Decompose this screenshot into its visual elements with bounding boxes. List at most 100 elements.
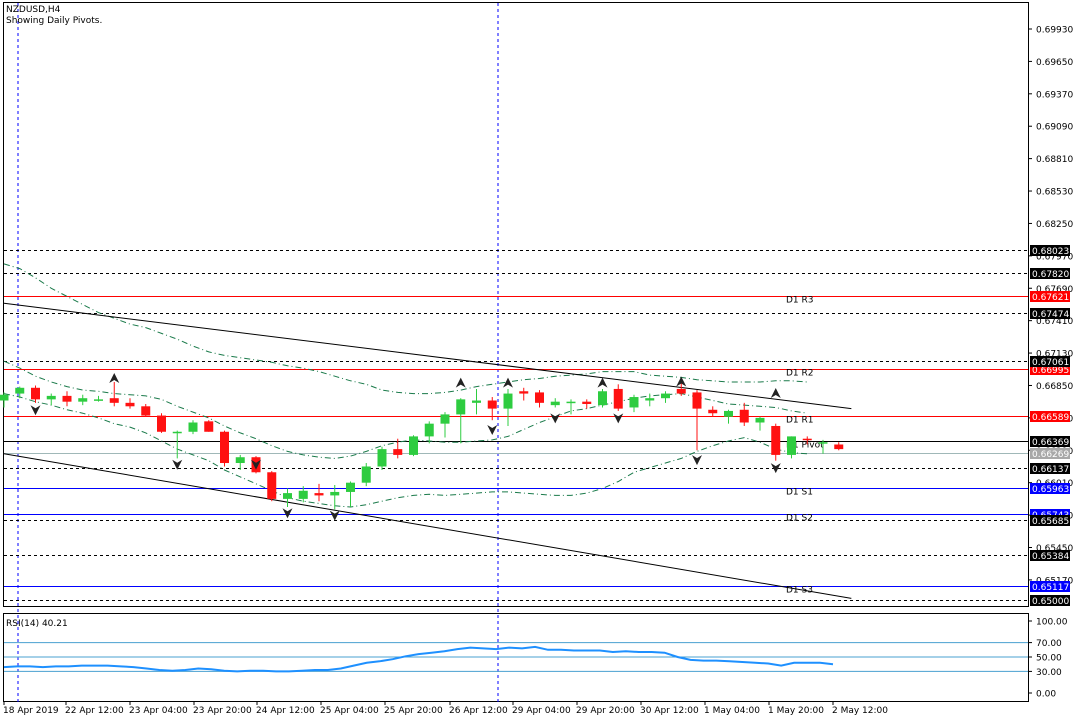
- bull-candle: [188, 422, 198, 432]
- level-price-tag-bg: [1030, 308, 1070, 319]
- bull-candle: [361, 466, 371, 483]
- bear-candle: [267, 472, 277, 499]
- bull-candle: [46, 395, 56, 400]
- indicator-caption: Showing Daily Pivots.: [6, 16, 102, 26]
- level-price-tag-bg: [1030, 581, 1070, 592]
- price-tick-label: 0.66850: [1036, 382, 1073, 392]
- level-price-tag-bg: [1030, 356, 1070, 367]
- time-tick-label: 1 May 04:00: [704, 706, 760, 716]
- bull-candle: [172, 431, 182, 434]
- level-name-label: D1 R3: [786, 296, 814, 306]
- level-price-tag-bg: [1030, 291, 1070, 302]
- bear-candle: [204, 421, 214, 432]
- price-tick-label: 0.68530: [1036, 188, 1073, 198]
- level-price-tag: 0.66995: [1032, 366, 1069, 376]
- bear-candle: [157, 415, 166, 432]
- bear-candle: [771, 425, 781, 455]
- bull-candle: [94, 399, 103, 401]
- fractal-up-marker: [503, 377, 513, 388]
- price-tick-label: 0.68810: [1036, 155, 1073, 165]
- price-tick-label: 0.67410: [1036, 317, 1073, 327]
- rsi-tick-label: 0.00: [1036, 690, 1056, 700]
- fractal-down-marker: [770, 463, 781, 474]
- time-tick-label: 23 Apr 04:00: [129, 706, 188, 716]
- fractal-down-marker: [550, 413, 561, 424]
- time-tick-label: 1 May 20:00: [768, 706, 824, 716]
- price-tick-label: 0.69650: [1036, 58, 1073, 68]
- time-tick-label: 18 Apr 2019: [3, 706, 59, 716]
- bull-candle: [566, 401, 576, 404]
- time-tick-label: 25 Apr 20:00: [384, 706, 443, 716]
- price-tick-label: 0.67690: [1036, 285, 1073, 295]
- time-axis: 18 Apr 2019 22 Apr 12:00 23 Apr 04:00 23 Ap…: [3, 701, 888, 716]
- level-price-tag: 0.65384: [1032, 552, 1069, 562]
- bull-candle: [409, 436, 418, 455]
- rsi-tick-label: 100.00: [1036, 618, 1068, 628]
- bull-candle: [456, 399, 466, 415]
- bull-candle: [818, 442, 828, 444]
- bear-candle: [834, 444, 844, 450]
- level-price-tag-bg: [1030, 515, 1070, 526]
- fractal-markers: [30, 372, 781, 521]
- period-separators: [17, 3, 499, 702]
- level-price-tag: 0.67621: [1032, 293, 1069, 303]
- time-tick-label: 29 Apr 04:00: [512, 706, 571, 716]
- fractal-down-marker: [172, 459, 183, 470]
- price-tick-label: 0.69090: [1036, 123, 1073, 133]
- bear-candle: [109, 398, 119, 403]
- level-price-tag-bg: [1030, 509, 1070, 520]
- level-price-tag: 0.66137: [1032, 465, 1069, 475]
- bull-candle: [235, 457, 245, 464]
- level-price-tag: 0.67820: [1032, 270, 1069, 280]
- bear-candle: [802, 438, 812, 441]
- price-tick-label: 0.67970: [1036, 252, 1073, 262]
- level-price-tag-bg: [1030, 595, 1070, 606]
- bull-candle: [330, 491, 340, 496]
- bear-candle: [676, 388, 686, 394]
- trend-line-upper-channel: [3, 302, 852, 410]
- level-name-label: D1 R1: [786, 416, 814, 426]
- level-price-tag: 0.66369: [1032, 438, 1069, 448]
- level-price-tag-bg: [1030, 268, 1070, 279]
- bull-candle: [424, 423, 434, 437]
- level-price-tag: 0.67474: [1032, 310, 1069, 320]
- bollinger-middle-line: [3, 360, 808, 459]
- level-price-tag-bg: [1030, 364, 1070, 375]
- time-tick-label: 24 Apr 12:00: [256, 706, 315, 716]
- level-name-label: D1 R2: [786, 369, 814, 379]
- trend-channel: [3, 302, 852, 599]
- main-chart-frame: [3, 2, 1029, 607]
- current-price-tag-bg: [1030, 448, 1070, 459]
- bear-candle: [535, 392, 544, 403]
- level-price-tag: 0.65963: [1032, 485, 1069, 495]
- fractal-down-marker: [487, 424, 498, 435]
- bull-candle: [15, 387, 25, 394]
- level-price-tag-bg: [1030, 245, 1070, 256]
- bear-candle: [314, 493, 324, 496]
- level-price-tag-bg: [1030, 411, 1070, 422]
- price-tick-label: 0.69930: [1036, 26, 1073, 36]
- bull-candle: [629, 397, 639, 408]
- bear-candle: [519, 391, 529, 394]
- level-name-label: D1 S3: [786, 586, 813, 596]
- bull-candle: [724, 410, 733, 417]
- time-tick-label: 30 Apr 12:00: [640, 706, 699, 716]
- bear-candle: [487, 400, 497, 409]
- bollinger-bands: [3, 263, 808, 508]
- bear-candle: [393, 449, 403, 455]
- rsi-title: RSI(14) 40.21: [6, 619, 68, 629]
- time-tick-label: 2 May 12:00: [832, 706, 888, 716]
- level-name-label: D1 S2: [786, 514, 813, 524]
- bull-candle: [346, 482, 355, 492]
- level-price-tag: 0.66589: [1032, 413, 1069, 423]
- bollinger-lower-line: [3, 393, 808, 508]
- bull-candle: [377, 449, 387, 467]
- bull-candle: [598, 391, 607, 406]
- bear-candle: [31, 387, 40, 400]
- price-tick-label: 0.68250: [1036, 220, 1073, 230]
- fractal-up-marker: [770, 388, 781, 399]
- level-price-tag: 0.65000: [1032, 597, 1069, 607]
